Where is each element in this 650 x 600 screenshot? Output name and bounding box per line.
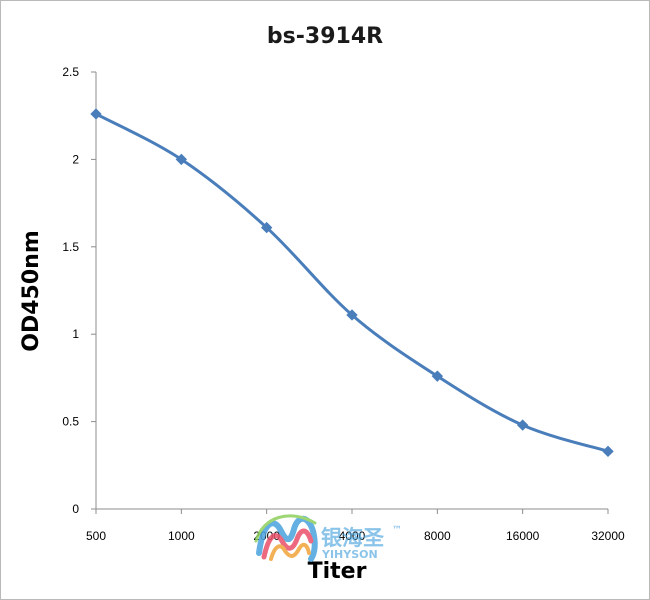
data-point-marker [431,370,444,382]
data-point-marker [260,221,273,234]
y-tick-label: 2.5 [62,65,79,79]
data-point-marker [175,153,188,166]
series-line [94,112,610,453]
y-tick-label: 0 [72,502,79,516]
watermark-tm: ™ [392,525,402,536]
x-tick-label: 1000 [168,529,195,543]
chart-title: bs-3914R [267,24,383,49]
y-tick-labels: 0 0.5 1 1.5 2 2.5 [62,65,96,516]
x-tick-label: 500 [86,529,106,543]
y-tick-label: 0.5 [62,415,79,429]
series-layer [90,108,614,458]
x-tick-label: 32000 [591,529,625,543]
yihyson-logo-icon [254,514,318,562]
y-tick-label: 2 [72,152,79,166]
x-axis-title: Titer [308,559,367,584]
y-tick-label: 1 [72,327,79,341]
data-point-marker [602,445,614,458]
x-tick-label: 16000 [506,529,540,543]
data-point-marker [346,309,358,321]
y-axis-title: OD450nm [19,230,44,351]
watermark-name-en: YIHYSON [321,548,378,561]
y-tick-label: 1.5 [62,240,79,254]
data-point-marker [516,419,529,431]
data-point-marker [90,108,102,120]
yihyson-watermark: 银海圣 ™ YIHYSON [254,514,402,562]
x-tick-label: 8000 [424,529,451,543]
x-tick-label: 4000 [339,529,366,543]
watermark-name-cn: 银海圣 [321,526,385,550]
x-tick-labels: 500 1000 2000 4000 8000 16000 32000 [86,509,625,543]
